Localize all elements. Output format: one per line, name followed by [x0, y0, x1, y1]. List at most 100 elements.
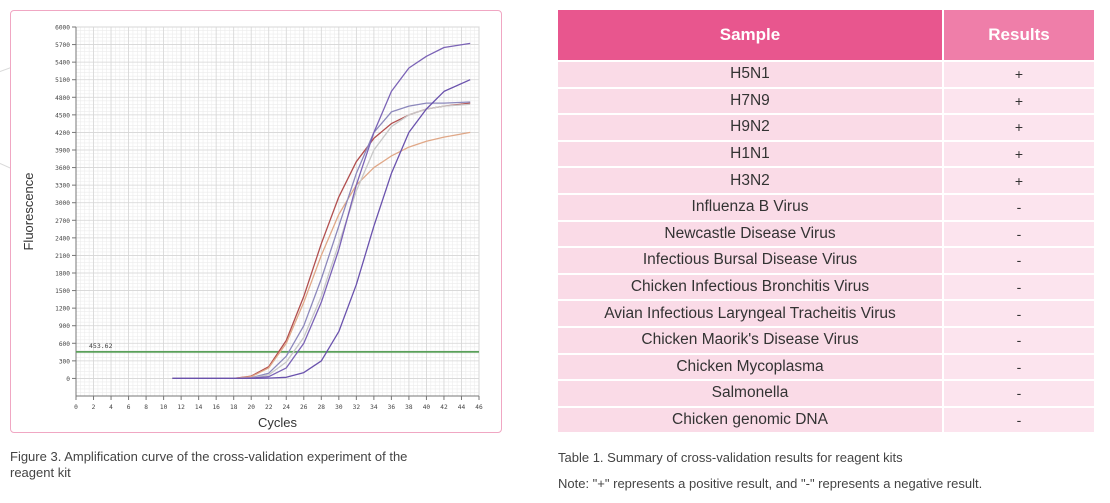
x-tick-label: 6: [127, 404, 131, 411]
x-tick-label: 42: [440, 404, 448, 411]
threshold-label: 453.62: [89, 342, 113, 350]
result-cell: -: [944, 379, 1094, 406]
sample-cell: Avian Infectious Laryngeal Tracheitis Vi…: [558, 299, 944, 326]
x-tick-label: 18: [230, 404, 238, 411]
result-cell: +: [944, 60, 1094, 87]
x-tick-label: 4: [109, 404, 113, 411]
amplification-chart: 0 300 600 900 1200 1500 1800 2100 2400 2700 3000 33…: [10, 10, 502, 433]
table-row: H5N1 +: [558, 60, 1094, 87]
y-tick-label: 300: [59, 358, 70, 365]
sample-cell: Chicken Maorik's Disease Virus: [558, 325, 944, 353]
y-tick-label: 2700: [55, 218, 70, 225]
x-tick-label: 2: [92, 404, 96, 411]
y-tick-label: 5700: [55, 42, 70, 49]
table-header-row: Sample Results: [558, 10, 1094, 60]
result-cell: +: [944, 166, 1094, 193]
header-results: Results: [944, 10, 1094, 60]
y-tick-label: 900: [59, 323, 70, 330]
result-cell: -: [944, 219, 1094, 247]
x-tick-label: 34: [370, 404, 378, 411]
table-row: Salmonella -: [558, 379, 1094, 406]
x-tick-label: 8: [144, 404, 148, 411]
x-tick-label: 38: [405, 404, 413, 411]
table-row: Chicken Maorik's Disease Virus -: [558, 325, 1094, 353]
sample-cell: H7N9: [558, 86, 944, 114]
table-row: Avian Infectious Laryngeal Tracheitis Vi…: [558, 299, 1094, 326]
y-tick-label: 4500: [55, 112, 70, 119]
sample-cell: H1N1: [558, 139, 944, 167]
x-tick-label: 40: [423, 404, 431, 411]
table-row: H1N1 +: [558, 139, 1094, 167]
table-row: Chicken Infectious Bronchitis Virus -: [558, 272, 1094, 300]
y-tick-label: 600: [59, 341, 70, 348]
x-tick-label: 0: [74, 404, 78, 411]
y-tick-label: 3300: [55, 183, 70, 190]
series-line: [172, 79, 471, 380]
sample-cell: Chicken Infectious Bronchitis Virus: [558, 272, 944, 300]
table-row: Infectious Bursal Disease Virus -: [558, 246, 1094, 273]
sample-cell: Chicken genomic DNA: [558, 405, 944, 433]
table-row: H3N2 +: [558, 166, 1094, 193]
result-cell: +: [944, 86, 1094, 114]
table-row: Newcastle Disease Virus -: [558, 219, 1094, 247]
x-tick-label: 22: [265, 404, 273, 411]
sample-cell: Newcastle Disease Virus: [558, 219, 944, 247]
x-tick-label: 16: [212, 404, 220, 411]
sample-cell: H9N2: [558, 113, 944, 140]
chart-svg: 0300600900120015001800210024002700300033…: [21, 25, 483, 431]
table-note: Note: "+" represents a positive result, …: [558, 476, 983, 491]
x-tick-label: 44: [458, 404, 466, 411]
result-cell: +: [944, 113, 1094, 140]
y-axis-title: Fluorescence: [21, 172, 36, 250]
series-line: [172, 101, 471, 380]
x-tick-label: 36: [388, 404, 396, 411]
figure-caption: Figure 3. Amplification curve of the cro…: [10, 449, 408, 480]
sample-cell: H3N2: [558, 166, 944, 193]
x-tick-label: 32: [353, 404, 361, 411]
x-axis-title: Cycles: [258, 415, 298, 430]
table-row: H9N2 +: [558, 113, 1094, 140]
sample-cell: Chicken Mycoplasma: [558, 352, 944, 380]
y-tick-label: 5100: [55, 77, 70, 84]
x-tick-label: 28: [318, 404, 326, 411]
sample-cell: Infectious Bursal Disease Virus: [558, 246, 944, 273]
results-table: Sample Results H5N1 + H7N9 + H9N2 + H1N1 + H3N2 +…: [558, 10, 1094, 433]
table-row: Chicken genomic DNA -: [558, 405, 1094, 433]
result-cell: -: [944, 246, 1094, 273]
table-row: Influenza B Virus -: [558, 192, 1094, 220]
x-tick-label: 12: [177, 404, 185, 411]
result-cell: -: [944, 352, 1094, 380]
result-cell: +: [944, 139, 1094, 167]
y-tick-label: 3600: [55, 165, 70, 172]
x-tick-label: 30: [335, 404, 343, 411]
y-tick-label: 0: [66, 376, 70, 383]
sample-cell: Influenza B Virus: [558, 192, 944, 220]
x-tick-label: 14: [195, 404, 203, 411]
y-tick-label: 2400: [55, 235, 70, 242]
result-cell: -: [944, 325, 1094, 353]
x-tick-label: 26: [300, 404, 308, 411]
x-tick-label: 24: [283, 404, 291, 411]
y-tick-label: 2100: [55, 253, 70, 260]
y-tick-label: 3900: [55, 148, 70, 155]
y-tick-label: 1800: [55, 271, 70, 278]
y-tick-label: 6000: [55, 25, 70, 32]
sample-cell: Salmonella: [558, 379, 944, 406]
series-line: [172, 131, 471, 380]
header-sample: Sample: [558, 10, 944, 60]
y-tick-label: 4200: [55, 130, 70, 137]
table-row: Chicken Mycoplasma -: [558, 352, 1094, 380]
result-cell: -: [944, 192, 1094, 220]
table-body: H5N1 + H7N9 + H9N2 + H1N1 + H3N2 + Influenza B Vir…: [558, 60, 1094, 433]
series-line: [172, 42, 471, 380]
table-caption: Table 1. Summary of cross-validation res…: [558, 450, 903, 465]
y-tick-label: 5400: [55, 60, 70, 67]
y-tick-label: 4800: [55, 95, 70, 102]
result-cell: -: [944, 299, 1094, 326]
sample-cell: H5N1: [558, 60, 944, 87]
x-tick-label: 46: [475, 404, 483, 411]
x-tick-label: 10: [160, 404, 168, 411]
y-tick-label: 3000: [55, 200, 70, 207]
y-tick-label: 1500: [55, 288, 70, 295]
table-row: H7N9 +: [558, 86, 1094, 114]
